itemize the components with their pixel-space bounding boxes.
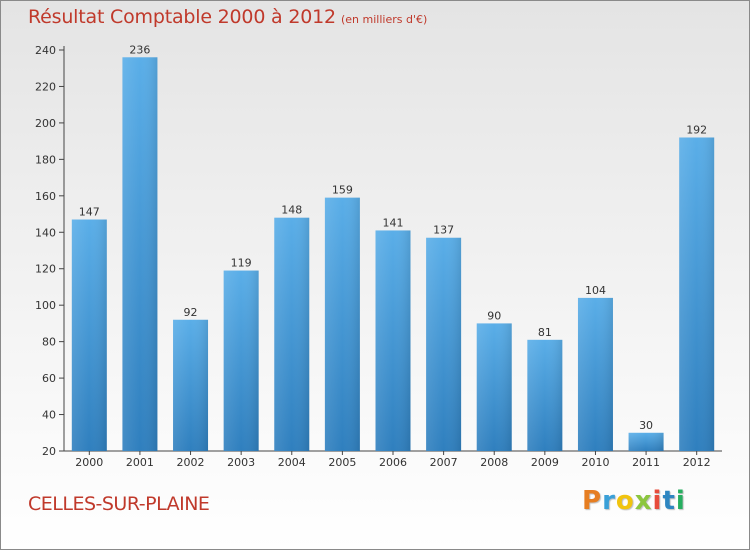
x-tick-label: 2009 <box>531 456 559 469</box>
y-tick-label: 40 <box>42 409 56 422</box>
value-label-2006: 141 <box>383 216 404 229</box>
x-tick-label: 2012 <box>683 456 711 469</box>
y-tick-label: 200 <box>35 117 56 130</box>
bar-sheen-2002 <box>173 319 209 451</box>
x-tick-label: 2001 <box>126 456 154 469</box>
value-label-2001: 236 <box>129 43 150 56</box>
x-tick-label: 2003 <box>227 456 255 469</box>
proxiti-logo[interactable]: Proxiti <box>582 486 686 516</box>
bar-sheen-2008 <box>476 323 512 451</box>
value-label-2010: 104 <box>585 284 606 297</box>
value-label-2003: 119 <box>231 257 252 270</box>
value-label-2004: 148 <box>281 204 302 217</box>
x-tick-label: 2010 <box>581 456 609 469</box>
y-tick-label: 20 <box>42 445 56 458</box>
chart-subtitle: (en milliers d'€) <box>341 13 428 26</box>
x-tick-label: 2000 <box>75 456 103 469</box>
logo-letter: i <box>652 486 663 516</box>
value-label-2002: 92 <box>184 306 198 319</box>
x-tick-label: 2007 <box>430 456 458 469</box>
bar-sheen-2006 <box>375 230 411 451</box>
x-tick-label: 2006 <box>379 456 407 469</box>
bar-sheen-2010 <box>577 297 613 451</box>
value-label-2000: 147 <box>79 206 100 219</box>
x-tick-label: 2011 <box>632 456 660 469</box>
y-tick-label: 240 <box>35 44 56 57</box>
bar-sheen-2003 <box>223 270 259 451</box>
logo-letter: r <box>602 486 616 516</box>
bar-sheen-2012 <box>679 137 715 451</box>
logo-letter: x <box>634 486 653 516</box>
commune-name: CELLES-SUR-PLAINE <box>28 493 210 515</box>
bars <box>71 57 715 452</box>
bar-sheen-2001 <box>122 57 158 452</box>
data-labels: 147 236 92 119 148 159 141 137 90 81 104 30 192 <box>79 43 707 431</box>
x-tick-label: 2008 <box>480 456 508 469</box>
y-tick-label: 160 <box>35 190 56 203</box>
logo-letter: P <box>582 486 603 516</box>
x-tick-label: 2002 <box>177 456 205 469</box>
bar-sheen-2005 <box>324 197 360 451</box>
y-tick-label: 220 <box>35 80 56 93</box>
value-label-2012: 192 <box>686 123 707 136</box>
x-tick-label: 2004 <box>278 456 306 469</box>
y-tick-label: 100 <box>35 299 56 312</box>
y-tick-label: 120 <box>35 263 56 276</box>
logo-letter: i <box>675 486 686 516</box>
y-tick-label: 180 <box>35 153 56 166</box>
y-tick-label: 80 <box>42 336 56 349</box>
bar-sheen-2007 <box>426 237 462 451</box>
bar-sheen-2009 <box>527 339 563 451</box>
y-tick-label: 140 <box>35 226 56 239</box>
value-label-2011: 30 <box>639 419 653 432</box>
axes: 20 40 60 80 100 120 140 160 180 200 220 240 2000 2001… <box>35 44 722 469</box>
logo-letter: t <box>662 486 676 516</box>
value-label-2005: 159 <box>332 184 353 197</box>
y-tick-label: 60 <box>42 372 56 385</box>
value-label-2009: 81 <box>538 326 552 339</box>
x-tick-label: 2005 <box>328 456 356 469</box>
value-label-2008: 90 <box>487 309 501 322</box>
value-label-2007: 137 <box>433 224 454 237</box>
chart-title: Résultat Comptable 2000 à 2012 <box>28 6 336 28</box>
bar-sheen-2004 <box>274 217 310 451</box>
bar-sheen-2000 <box>71 219 107 451</box>
logo-letter: o <box>615 486 635 516</box>
bar-sheen-2011 <box>628 432 664 451</box>
